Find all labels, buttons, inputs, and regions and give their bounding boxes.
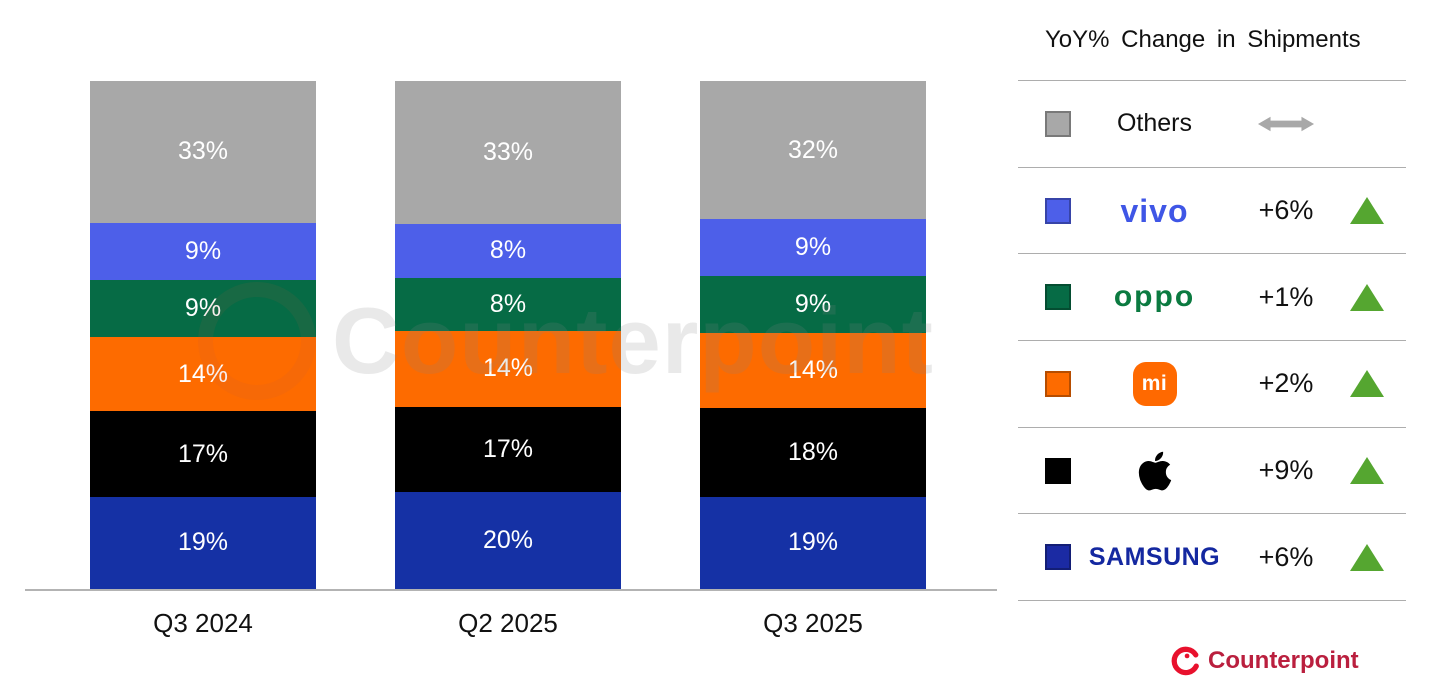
segment-value-label: 8%	[489, 236, 527, 265]
segment-value-label: 14%	[177, 359, 229, 388]
oppo-change-value: +1%	[1258, 281, 1314, 312]
segment-apple-q3-2025: 18%	[700, 407, 926, 497]
segment-vivo-q2-2025: 8%	[395, 224, 621, 278]
apple-logo-icon	[1138, 451, 1171, 491]
legend-row-oppo: oppo +1%	[1018, 254, 1406, 342]
segment-value-label: 14%	[787, 356, 839, 385]
legend-row-apple: +9%	[1018, 428, 1406, 515]
legend-row-vivo: vivo +6%	[1018, 168, 1406, 255]
legend-row-xiaomi: mi +2%	[1018, 341, 1406, 428]
up-triangle-icon	[1350, 283, 1384, 311]
segment-others-q3-2024: 33%	[90, 81, 316, 223]
samsung-swatch	[1045, 544, 1071, 571]
segment-value-label: 19%	[177, 528, 229, 557]
segment-value-label: 8%	[489, 290, 527, 319]
segment-value-label: 33%	[482, 138, 534, 167]
counterpoint-wordmark: Counterpoint	[1208, 647, 1359, 674]
others-swatch	[1045, 110, 1071, 137]
apple-change-value: +9%	[1258, 455, 1314, 486]
up-triangle-icon	[1350, 457, 1384, 485]
vivo-logo: vivo	[1120, 192, 1189, 229]
segment-value-label: 9%	[184, 236, 222, 265]
samsung-logo: SAMSUNG	[1088, 542, 1221, 571]
legend-panel: YoY% Change in Shipments Others vivo +6%	[1018, 0, 1406, 602]
segment-samsung-q3-2025: 19%	[700, 496, 926, 589]
segment-others-q3-2025: 32%	[700, 81, 926, 220]
legend-row-samsung: SAMSUNG +6%	[1018, 514, 1406, 602]
up-triangle-icon	[1350, 370, 1384, 398]
segment-oppo-q3-2025: 9%	[700, 276, 926, 334]
axis-label-q2-2025: Q2 2025	[458, 608, 558, 638]
oppo-logo: oppo	[1113, 280, 1196, 314]
xiaomi-swatch	[1045, 370, 1071, 397]
segment-samsung-q3-2024: 19%	[90, 496, 316, 589]
others-label: Others	[1116, 109, 1193, 138]
up-triangle-icon	[1350, 197, 1384, 225]
segment-value-label: 17%	[482, 434, 534, 463]
bar-q3-2024: 33% 9% 9% 14% 17% 19%	[90, 81, 316, 589]
segment-value-label: 9%	[794, 290, 832, 319]
legend-row-others: Others	[1018, 81, 1406, 168]
segment-xiaomi-q3-2025: 14%	[700, 333, 926, 408]
axis-label-q3-2024: Q3 2024	[153, 608, 253, 638]
segment-oppo-q2-2025: 8%	[395, 277, 621, 332]
oppo-swatch	[1045, 284, 1071, 311]
segment-value-label: 14%	[482, 354, 534, 383]
segment-others-q2-2025: 33%	[395, 81, 621, 225]
segment-vivo-q3-2025: 9%	[700, 219, 926, 277]
bar-q3-2025: 32% 9% 9% 14% 18% 19%	[700, 81, 926, 589]
segment-value-label: 18%	[787, 437, 839, 466]
x-axis-line	[25, 589, 997, 591]
up-triangle-icon	[1350, 543, 1384, 571]
xiaomi-change-value: +2%	[1258, 368, 1314, 399]
counterpoint-logo: Counterpoint	[1170, 646, 1359, 676]
segment-samsung-q2-2025: 20%	[395, 492, 621, 589]
vivo-change-value: +6%	[1258, 195, 1314, 226]
segment-apple-q3-2024: 17%	[90, 411, 316, 497]
segment-value-label: 9%	[794, 233, 832, 262]
bar-q2-2025: 33% 8% 8% 14% 17% 20%	[395, 81, 621, 589]
segment-apple-q2-2025: 17%	[395, 406, 621, 493]
legend-rows: Others vivo +6% oppo +1%	[1018, 81, 1406, 602]
axis-label-q3-2025: Q3 2025	[763, 608, 863, 638]
vivo-swatch	[1045, 197, 1071, 224]
flat-arrow-icon	[1257, 116, 1315, 132]
segment-value-label: 9%	[184, 293, 222, 322]
segment-value-label: 33%	[177, 137, 229, 166]
legend-title: YoY% Change in Shipments	[1018, 0, 1406, 81]
xiaomi-mi-logo: mi	[1132, 361, 1177, 406]
segment-vivo-q3-2024: 9%	[90, 222, 316, 280]
segment-xiaomi-q3-2024: 14%	[90, 336, 316, 412]
segment-value-label: 19%	[787, 528, 839, 557]
segment-value-label: 32%	[787, 135, 839, 164]
samsung-change-value: +6%	[1258, 541, 1314, 572]
segment-value-label: 17%	[177, 439, 229, 468]
counterpoint-c-icon	[1171, 646, 1199, 676]
segment-xiaomi-q2-2025: 14%	[395, 331, 621, 407]
segment-value-label: 20%	[482, 526, 534, 555]
segment-oppo-q3-2024: 9%	[90, 279, 316, 337]
apple-swatch	[1045, 457, 1071, 484]
